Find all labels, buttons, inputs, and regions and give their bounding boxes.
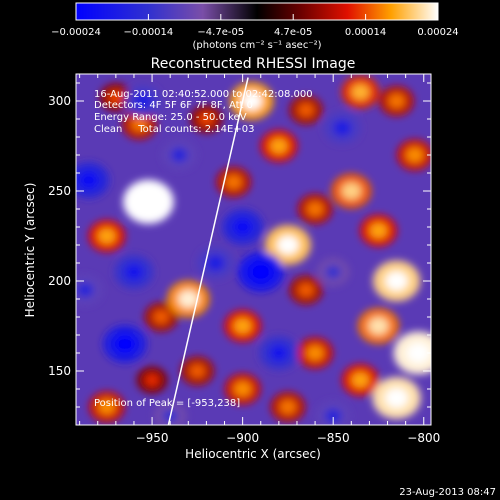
heatmap-blob-core <box>97 228 116 244</box>
colorbar-tick-label: −0.00014 <box>124 27 174 38</box>
x-axis-ticks: −950 −900 −850 −800 <box>79 74 440 445</box>
solar-limb-line <box>167 77 249 425</box>
heatmap-field <box>76 75 431 425</box>
heatmap-blob-core <box>124 263 144 281</box>
colorbar-tick-label: −4.7e-05 <box>197 27 244 38</box>
heatmap-blob-core <box>333 120 352 136</box>
heatmap-blob-core <box>225 174 242 190</box>
heatmap-blob-core <box>279 399 297 415</box>
heatmap-blob-core <box>232 218 253 236</box>
heatmap-blob-core <box>189 364 206 378</box>
heatmap-blob-core <box>351 84 370 100</box>
x-tick-label: −900 <box>226 431 259 445</box>
y-axis-label: Heliocentric Y (arcsec) <box>23 183 37 318</box>
heatmap-blob-core <box>134 93 152 109</box>
heatmap-blob-core <box>298 283 315 297</box>
y-tick-label: 200 <box>48 274 71 288</box>
heatmap-blob-core <box>234 381 252 397</box>
y-axis-ticks: 150 200 250 300 <box>48 82 431 408</box>
colorbar-tick-label: 0.00024 <box>417 27 458 38</box>
heatmap-blob-core <box>385 387 409 409</box>
heatmap-blob-core <box>351 372 370 388</box>
heatmap-blob-core <box>341 182 361 200</box>
chart-title: Reconstructed RHESSI Image <box>151 56 356 72</box>
x-axis-label: Heliocentric X (arcsec) <box>185 447 321 461</box>
heatmap-blob-core <box>98 399 116 415</box>
heatmap-blob-core <box>136 191 161 213</box>
heatmap-blob-core <box>76 282 94 298</box>
heatmap-blob-core <box>385 271 408 291</box>
heatmap-blob-core <box>170 147 188 163</box>
heatmap-blob-core <box>131 117 148 132</box>
colorbar-tick-label: 4.7e-05 <box>274 27 312 38</box>
y-tick-label: 250 <box>48 184 71 198</box>
x-tick-label: −850 <box>317 431 350 445</box>
plot-frame <box>75 73 432 426</box>
heatmap-blob-core <box>406 342 431 364</box>
x-tick-label: −950 <box>136 431 169 445</box>
heatmap-blob-core <box>178 290 199 308</box>
heatmap-blob-core <box>369 222 388 239</box>
peak-position-label: Position of Peak = [-953,238] <box>94 398 240 409</box>
annotation-clean-counts: Clean Total counts: 2.14E+03 <box>94 124 254 135</box>
heatmap-blob-core <box>144 373 160 387</box>
heatmap-blob-core <box>388 93 405 109</box>
y-tick-label: 150 <box>48 364 71 378</box>
heatmap-blob-core <box>368 317 389 335</box>
colorbar-unit-label: (photons cm⁻² s⁻¹ asec⁻²) <box>192 40 321 51</box>
heatmap-blob-core <box>206 255 225 271</box>
x-tick-label: −800 <box>407 431 440 445</box>
heatmap-blob-core <box>108 90 124 105</box>
heatmap-blob-core <box>249 262 272 282</box>
annotation-energy-range: Energy Range: 25.0 - 50.0 keV <box>94 112 247 123</box>
heatmap-blob-core <box>325 265 341 279</box>
colorbar-tick-label: −0.00024 <box>51 27 101 38</box>
heatmap-blob-core <box>114 334 136 354</box>
heatmap-blob-core <box>276 235 299 255</box>
heatmap-blob-core <box>406 147 424 163</box>
heatmap-blob-core <box>270 138 288 154</box>
annotation-detectors: Detectors: 4F 5F 6F 7F 8F, Att 0 <box>94 100 253 111</box>
colorbar <box>75 2 439 21</box>
heatmap-blob-core <box>153 310 170 324</box>
heatmap-blob-core <box>233 318 252 334</box>
y-tick-label: 300 <box>48 94 71 108</box>
heatmap-blob-core <box>306 345 324 361</box>
heatmap-blob-core <box>241 91 263 111</box>
footer-date: 23-Aug-2013 08:47 <box>399 487 496 498</box>
heatmap-blob-core <box>78 171 99 189</box>
heatmap-blob-core <box>269 344 289 362</box>
heatmap-blob-core <box>298 103 315 117</box>
annotation-time-range: 16-Aug-2011 02:40:52.000 to 02:42:08.000 <box>94 89 313 100</box>
colorbar-ticks: −0.00024 −0.00014 −4.7e-05 4.7e-05 0.00014 0.… <box>51 14 459 38</box>
heatmap-blob-core <box>198 112 215 126</box>
annotation-block: 16-Aug-2011 02:40:52.000 to 02:42:08.000… <box>94 89 313 135</box>
heatmap-blob-core <box>324 408 342 424</box>
colorbar-tick-label: 0.00014 <box>345 27 386 38</box>
heatmap-blob-core <box>306 201 324 217</box>
